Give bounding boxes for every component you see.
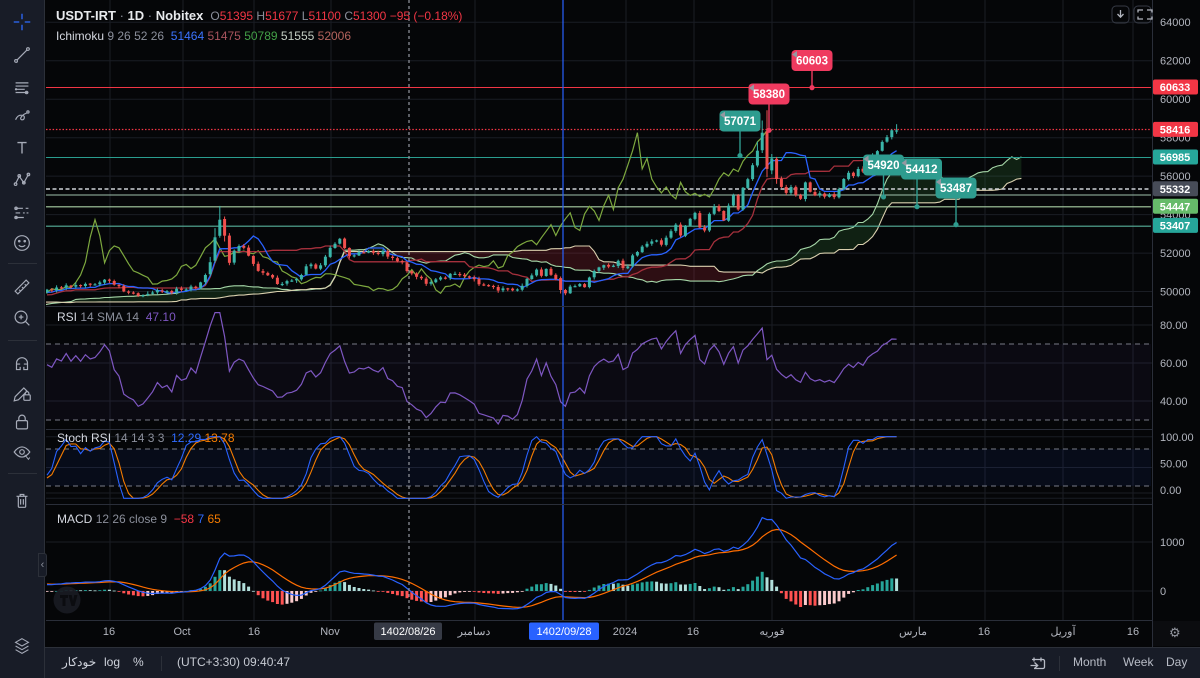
svg-text:58380: 58380 [753,89,785,101]
svg-text:50000: 50000 [1160,287,1191,299]
svg-text:56000: 56000 [1160,171,1191,183]
svg-text:55332: 55332 [1160,184,1191,196]
svg-text:54412: 54412 [906,164,938,176]
svg-text:16: 16 [248,626,260,638]
svg-text:58416: 58416 [1160,124,1191,136]
svg-text:مارس: مارس [899,626,927,638]
svg-text:16: 16 [687,626,699,638]
svg-text:54920: 54920 [868,160,900,172]
svg-text:53407: 53407 [1160,220,1191,232]
svg-text:50.00: 50.00 [1160,459,1188,471]
svg-text:آوريل: آوريل [1050,625,1076,638]
svg-text:1000: 1000 [1160,537,1184,549]
svg-text:2024: 2024 [613,626,637,638]
svg-text:56985: 56985 [1160,152,1191,164]
svg-text:Oct: Oct [173,626,190,638]
svg-text:60000: 60000 [1160,94,1191,106]
svg-text:52000: 52000 [1160,248,1191,260]
svg-text:Nov: Nov [320,626,340,638]
svg-text:60633: 60633 [1160,82,1191,94]
svg-text:0: 0 [1160,586,1166,598]
svg-text:62000: 62000 [1160,56,1191,68]
svg-text:16: 16 [103,626,115,638]
svg-text:1402/08/26: 1402/08/26 [380,626,435,638]
svg-text:1402/09/28: 1402/09/28 [536,626,591,638]
svg-text:53487: 53487 [940,183,972,195]
svg-text:100.00: 100.00 [1160,432,1194,444]
svg-text:80.00: 80.00 [1160,320,1188,332]
svg-text:40.00: 40.00 [1160,396,1188,408]
svg-text:16: 16 [1127,626,1139,638]
svg-text:16: 16 [978,626,990,638]
svg-text:فوريه: فوريه [759,626,784,638]
svg-text:دسامبر: دسامبر [457,626,491,638]
svg-text:60.00: 60.00 [1160,358,1188,370]
svg-text:60603: 60603 [796,56,828,68]
svg-text:57071: 57071 [724,116,757,128]
svg-text:64000: 64000 [1160,17,1191,29]
svg-text:54447: 54447 [1160,201,1191,213]
svg-text:0.00: 0.00 [1160,485,1181,497]
svg-text:⚙: ⚙ [1169,625,1181,640]
